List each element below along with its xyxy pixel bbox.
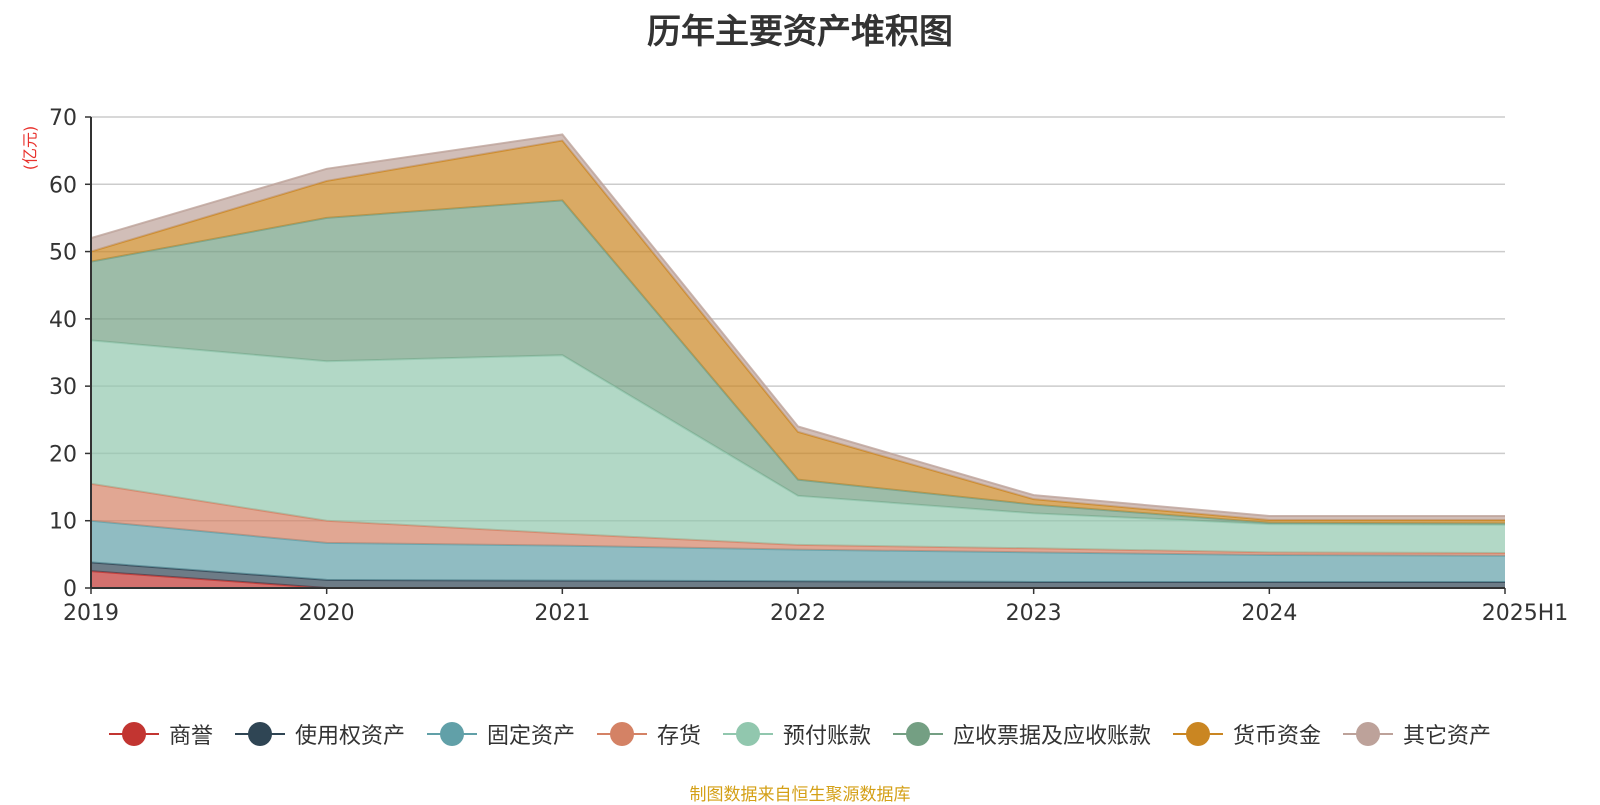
y-tick-label: 40: [49, 308, 77, 333]
legend-marker-dot: [247, 722, 272, 746]
area-series-存货: [91, 483, 1505, 556]
area-series-货币资金: [91, 140, 1505, 524]
legend-label: 应收票据及应收账款: [953, 724, 1152, 749]
y-tick-label: 70: [49, 106, 77, 131]
y-tick-label: 60: [49, 173, 77, 198]
legend-item[interactable]: 其它资产: [1343, 718, 1491, 750]
x-tick-label: 2019: [63, 601, 119, 626]
legend-item[interactable]: 货币资金: [1173, 718, 1321, 750]
legend-marker: [234, 722, 285, 746]
x-tick-label: 2022: [770, 601, 826, 626]
stacked-area-chart: 0 10 20 30 40 50 60 70 2019 2020 2021 2022 2023 2024 2…: [49, 106, 1568, 626]
y-tick-label: 0: [63, 577, 77, 602]
legend-marker: [893, 722, 944, 746]
legend-marker: [108, 722, 159, 746]
legend: 商誉 使用权资产 固定资产 存货 预付账款 应收票据及应收账款 货币资金 其它资产: [0, 718, 1600, 750]
x-tick-label: 2025H1: [1482, 601, 1569, 626]
area-series-layer: [90, 133, 1506, 589]
x-tick-label: 2023: [1006, 601, 1062, 626]
series-line-其它资产: [90, 133, 1505, 518]
x-tick-label: 2024: [1241, 601, 1297, 626]
area-series-固定资产: [91, 520, 1505, 582]
legend-item[interactable]: 存货: [596, 718, 701, 750]
legend-item[interactable]: 预付账款: [723, 718, 871, 750]
area-series-应收票据及应收账款: [91, 200, 1505, 525]
legend-item[interactable]: 固定资产: [426, 718, 575, 750]
y-tick-label: 30: [49, 375, 77, 400]
legend-item[interactable]: 使用权资产: [234, 718, 405, 750]
source-note: 制图数据来自恒生聚源数据库: [689, 785, 911, 805]
legend-marker: [426, 722, 477, 746]
legend-marker-dot: [121, 722, 146, 746]
legend-marker-dot: [609, 722, 634, 746]
legend-marker-dot: [906, 722, 931, 746]
y-tick-label: 20: [49, 442, 77, 467]
legend-item[interactable]: 商誉: [108, 718, 213, 750]
area-series-使用权资产: [91, 562, 1505, 588]
y-tick-label: 50: [49, 241, 77, 266]
area-series-商誉: [91, 571, 1505, 588]
legend-label: 商誉: [168, 724, 213, 749]
y-tick-label: 10: [49, 510, 77, 535]
legend-label: 固定资产: [486, 724, 575, 749]
legend-marker-dot: [1356, 722, 1381, 746]
legend-marker-dot: [736, 722, 760, 746]
legend-label: 其它资产: [1403, 724, 1492, 749]
legend-marker: [1343, 722, 1394, 746]
legend-item[interactable]: 应收票据及应收账款: [893, 718, 1151, 750]
legend-label: 使用权资产: [294, 724, 405, 749]
chart-title: 历年主要资产堆积图: [647, 12, 953, 52]
legend-label: 存货: [656, 724, 701, 749]
area-series-预付账款: [91, 340, 1505, 554]
legend-marker-dot: [439, 722, 464, 746]
legend-label: 货币资金: [1233, 724, 1322, 749]
legend-marker: [596, 722, 647, 746]
axes: 0 10 20 30 40 50 60 70 2019 2020 2021 2022 2023 2024 2…: [49, 106, 1568, 626]
legend-marker: [723, 722, 773, 746]
x-tick-label: 2020: [299, 601, 355, 626]
legend-marker: [1173, 722, 1224, 746]
x-tick-label: 2021: [534, 601, 590, 626]
legend-marker-dot: [1186, 722, 1211, 746]
legend-label: 预付账款: [783, 724, 872, 749]
